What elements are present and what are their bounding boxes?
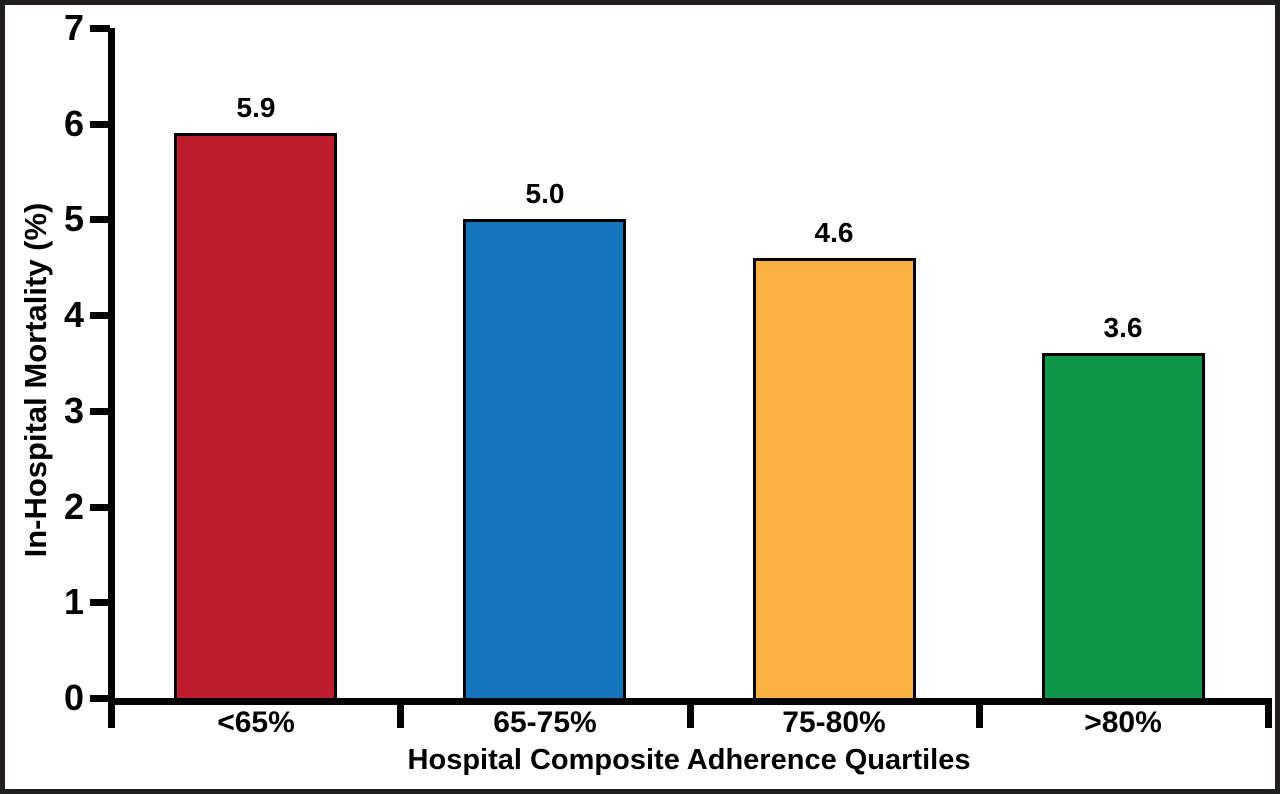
y-tick-label: 3 (63, 390, 84, 431)
y-tick-label: 0 (63, 677, 84, 718)
bar-value-label: 5.0 (525, 178, 565, 209)
x-tick (687, 698, 694, 728)
y-axis-line (108, 28, 115, 705)
bar-value-label: 5.9 (236, 92, 276, 123)
y-tick-label: 2 (63, 486, 84, 527)
x-tick (108, 698, 115, 728)
category-label: >80% (1084, 706, 1162, 739)
y-tick-label: 5 (63, 198, 84, 239)
y-tick-label: 6 (63, 103, 84, 144)
category-label: 65-75% (493, 706, 597, 739)
bar-3 (753, 258, 916, 701)
y-tick-label: 7 (63, 7, 84, 48)
y-tick (90, 25, 110, 32)
x-tick (397, 698, 404, 728)
bar-4 (1042, 353, 1205, 701)
y-tick (90, 312, 110, 319)
y-tick (90, 695, 110, 702)
x-axis-title: Hospital Composite Adherence Quartiles (407, 744, 971, 776)
bar-value-label: 4.6 (814, 217, 854, 248)
bar-1 (174, 133, 337, 701)
y-tick-label: 4 (63, 294, 84, 335)
y-tick (90, 599, 110, 606)
category-label: 75-80% (782, 706, 886, 739)
y-tick (90, 504, 110, 511)
bar-2 (463, 219, 626, 701)
y-tick (90, 216, 110, 223)
y-tick (90, 121, 110, 128)
bar-value-label: 3.6 (1103, 312, 1143, 343)
x-tick (1265, 698, 1272, 728)
x-tick (976, 698, 983, 728)
y-tick-label: 1 (63, 581, 84, 622)
category-label: <65% (217, 706, 295, 739)
y-tick (90, 408, 110, 415)
